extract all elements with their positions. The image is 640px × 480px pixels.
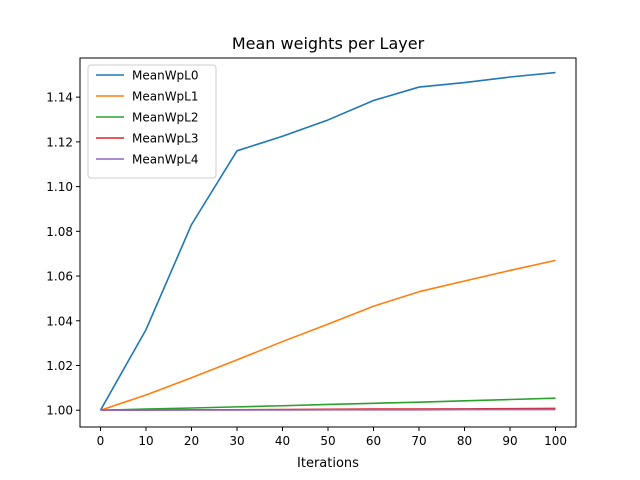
series-lines — [99, 71, 556, 412]
legend-box — [87, 64, 217, 179]
y-tick-label: 1.00 — [46, 404, 73, 418]
x-tick-label: 60 — [366, 434, 381, 448]
y-axis-ticks: 1.00 1.02 1.04 1.06 1.08 1.10 1.12 1.14 — [46, 91, 80, 418]
y-tick-label: 1.12 — [46, 135, 73, 149]
x-tick-label: 100 — [544, 434, 567, 448]
series-line-4 — [100, 408, 556, 412]
y-tick-label: 1.10 — [46, 180, 73, 194]
x-axis-label: Iterations — [297, 456, 359, 471]
legend-label-4: MeanWpL4 — [132, 153, 199, 167]
y-tick-label: 1.02 — [46, 359, 73, 373]
x-axis-ticks: 0 10 20 30 40 50 60 70 80 90 100 — [97, 427, 567, 448]
series-line-1 — [100, 259, 556, 411]
x-tick-label: 50 — [320, 434, 335, 448]
x-tick-label: 40 — [275, 434, 290, 448]
legend-label-0: MeanWpL0 — [132, 69, 199, 83]
x-tick-label: 90 — [502, 434, 517, 448]
legend: MeanWpL0 MeanWpL1 MeanWpL2 MeanWpL3 MeanWpL4 — [87, 64, 217, 179]
x-tick-label: 0 — [97, 434, 105, 448]
x-tick-label: 30 — [229, 434, 244, 448]
legend-label-3: MeanWpL3 — [132, 132, 199, 146]
x-tick-label: 20 — [184, 434, 199, 448]
y-tick-label: 1.14 — [46, 91, 73, 105]
y-tick-label: 1.08 — [46, 225, 73, 239]
legend-label-1: MeanWpL1 — [132, 90, 199, 104]
chart-title: Mean weights per Layer — [232, 34, 425, 53]
legend-label-2: MeanWpL2 — [132, 111, 199, 125]
x-tick-label: 70 — [411, 434, 426, 448]
y-tick-label: 1.04 — [46, 314, 73, 328]
plot-frame — [79, 57, 577, 428]
series-line-0 — [99, 71, 556, 411]
x-tick-label: 10 — [138, 434, 153, 448]
y-tick-label: 1.06 — [46, 270, 73, 284]
series-line-2 — [100, 397, 556, 412]
x-tick-label: 80 — [457, 434, 472, 448]
